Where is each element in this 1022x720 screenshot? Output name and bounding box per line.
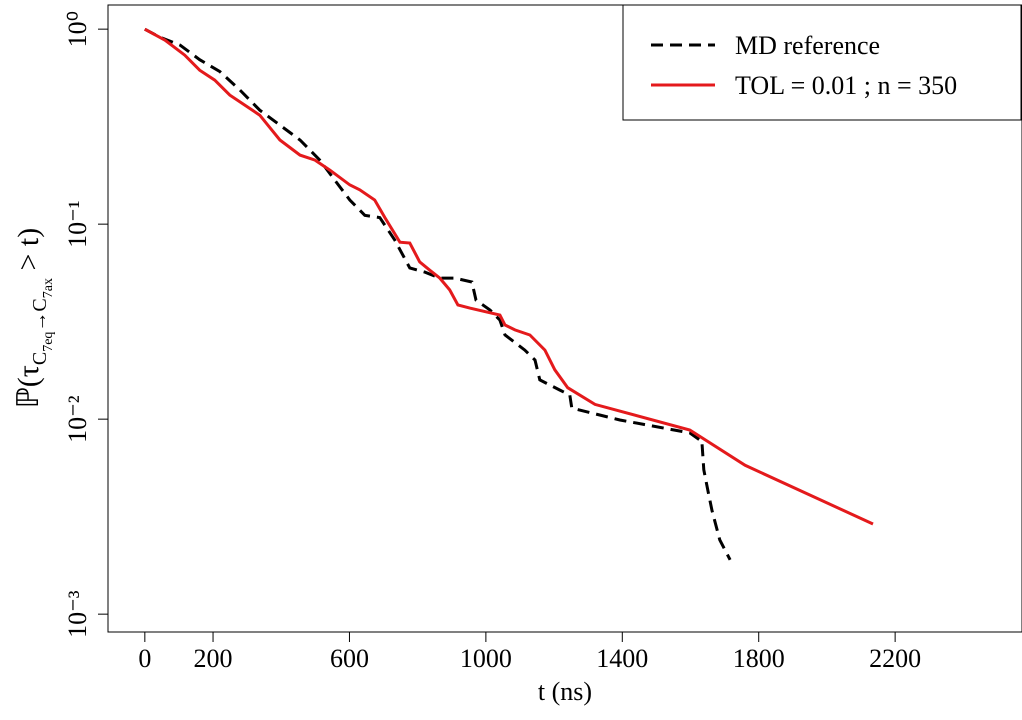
y-tick-label: 10⁰ [63,11,92,47]
x-tick-label: 0 [138,644,151,673]
legend-label: MD reference [735,31,880,60]
x-tick-label: 1000 [460,644,512,673]
x-tick-label: 200 [194,644,233,673]
y-tick-label: 10⁻³ [63,590,92,638]
x-tick-label: 2200 [869,644,921,673]
y-axis-label-part: C [29,352,51,365]
y-tick-label: 10⁻¹ [63,200,92,248]
x-tick-label: 1400 [596,644,648,673]
y-axis-label-part: 7ax [41,278,56,298]
legend-label: TOL = 0.01 ; n = 350 [735,71,957,100]
y-axis-label-part: 7eq [41,332,56,352]
legend-box [622,4,1022,121]
y-axis-label-part: ℙ(τ [12,365,45,408]
x-tick-label: 1800 [733,644,785,673]
x-tick-label: 600 [330,644,369,673]
data-line [144,27,732,561]
plot-frame [107,4,1022,633]
data-line [144,27,874,526]
y-tick-label: 10⁻² [63,395,92,443]
x-axis-label: t (ns) [538,677,592,706]
y-axis-label-part: > t) [12,228,45,278]
y-axis-label: ℙ(τC7eq→C7ax > t) [12,228,56,408]
y-axis-label-part: →C [29,298,51,331]
